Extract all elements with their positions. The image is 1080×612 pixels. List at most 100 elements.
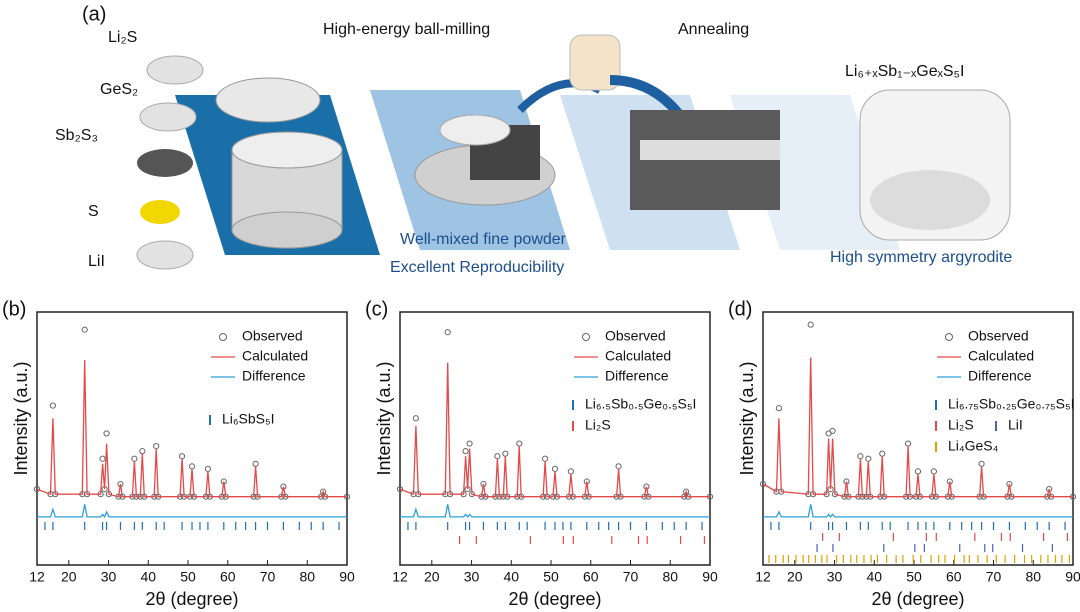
plot-frame (36, 311, 348, 566)
furnace-tube (640, 140, 780, 160)
legend-label: Li₄GeS₄ (948, 438, 999, 454)
observed-point (567, 468, 574, 475)
observed-point (879, 450, 886, 457)
x-tick-label: 70 (986, 569, 1002, 585)
observed-point (153, 442, 160, 450)
series-line (763, 504, 1073, 518)
x-axis-label: 2θ (degree) (871, 589, 964, 609)
panel-label: (b) (2, 298, 26, 320)
series-line (36, 360, 347, 498)
x-tick-label: 12 (29, 569, 45, 585)
legend-symbol (582, 333, 590, 341)
x-tick-label: 30 (827, 569, 843, 585)
legend-label: Calculated (605, 348, 671, 364)
x-tick-label: 50 (180, 569, 196, 585)
legend-label: Li₆.₇₅Sb₀.₂₅Ge₀.₇₅S₅I (948, 396, 1074, 412)
jar (231, 131, 343, 169)
x-tick-label: 70 (260, 569, 276, 585)
product-label: Li₆₊ₓSb₁₋ₓGeₓS₅I (845, 63, 964, 80)
observed-point (775, 405, 782, 412)
observed-point (396, 486, 404, 493)
x-tick-label: 12 (392, 569, 408, 585)
x-tick-label: 80 (662, 569, 678, 585)
x-tick-label: 50 (906, 569, 922, 585)
observed-point (49, 402, 56, 409)
precursor: Li₂S (108, 29, 137, 46)
legend-symbol (219, 333, 227, 341)
observed-point (81, 326, 88, 333)
precursor: Sb₂S₃ (55, 127, 98, 144)
observed-point (904, 440, 912, 447)
observed-point (551, 465, 559, 472)
legend-label: Observed (968, 328, 1029, 344)
series-line (37, 504, 347, 519)
x-tick-label: 90 (702, 569, 718, 585)
x-tick-label: 20 (61, 569, 77, 585)
legend-label: Observed (605, 328, 666, 344)
x-tick-label: 80 (1025, 569, 1041, 585)
observed-point (541, 455, 549, 462)
observed-point (131, 455, 138, 462)
x-tick-label: 30 (101, 569, 117, 585)
observed-point (494, 453, 501, 460)
x-tick-label: 60 (946, 569, 962, 585)
observed-point (99, 455, 106, 462)
powder (870, 170, 990, 230)
lid (215, 77, 321, 123)
powder (139, 102, 197, 132)
x-tick-label: 40 (866, 569, 882, 585)
observed-point (466, 440, 473, 447)
series-line (399, 362, 710, 498)
legend-symbol (945, 333, 953, 341)
legend-label: Li₆.₅Sb₀.₅Ge₀.₅S₅I (585, 396, 696, 412)
observed-point (759, 480, 767, 488)
observed-point (807, 321, 814, 328)
observed-point (615, 463, 622, 470)
observed-point (914, 468, 922, 475)
precursor: GeS₂ (100, 81, 138, 98)
panel-label: (c) (365, 298, 388, 320)
note: Well-mixed fine powder (400, 231, 567, 248)
observed-point (103, 430, 110, 437)
legend-label: Observed (242, 328, 303, 344)
schematic: (a) Li₂S GeS₂ Sb₂S₃ S LiI High-energy ba… (55, 3, 1012, 276)
vial (569, 34, 621, 91)
note: High symmetry argyrodite (830, 249, 1012, 266)
panel-label: (a) (82, 3, 106, 25)
observed-point (865, 455, 872, 462)
legend-label: Li₂S (948, 417, 974, 433)
observed-point (444, 329, 451, 336)
observed-point (829, 427, 836, 435)
x-tick-label: 30 (464, 569, 480, 585)
observed-point (178, 453, 186, 460)
observed-point (33, 486, 41, 493)
series-line (762, 357, 1073, 498)
plot-frame (399, 311, 711, 566)
y-axis-label: Intensity (a.u.) (737, 361, 757, 475)
observed-point (930, 468, 937, 475)
note: Excellent Reproducibility (390, 259, 564, 276)
step-label: Annealing (678, 21, 749, 38)
observed-point (516, 440, 523, 447)
x-tick-label: 20 (424, 569, 440, 585)
legend-label: Difference (242, 368, 306, 384)
x-tick-label: 20 (787, 569, 803, 585)
x-tick-label: 70 (623, 569, 639, 585)
series-line (400, 504, 710, 518)
precursor: S (88, 203, 99, 220)
observed-point (252, 460, 259, 467)
jar (231, 211, 343, 249)
panel-label: (d) (728, 298, 752, 320)
x-tick-label: 40 (140, 569, 156, 585)
legend-label: Calculated (968, 348, 1034, 364)
x-axis-label: 2θ (degree) (145, 589, 238, 609)
x-tick-label: 12 (755, 569, 771, 585)
legend-label: LiI (1008, 417, 1023, 433)
y-axis-label: Intensity (a.u.) (11, 361, 31, 475)
observed-point (188, 463, 196, 470)
powder (140, 200, 180, 224)
x-axis-label: 2θ (degree) (508, 589, 601, 609)
x-tick-label: 60 (220, 569, 236, 585)
plot-frame (762, 311, 1074, 566)
